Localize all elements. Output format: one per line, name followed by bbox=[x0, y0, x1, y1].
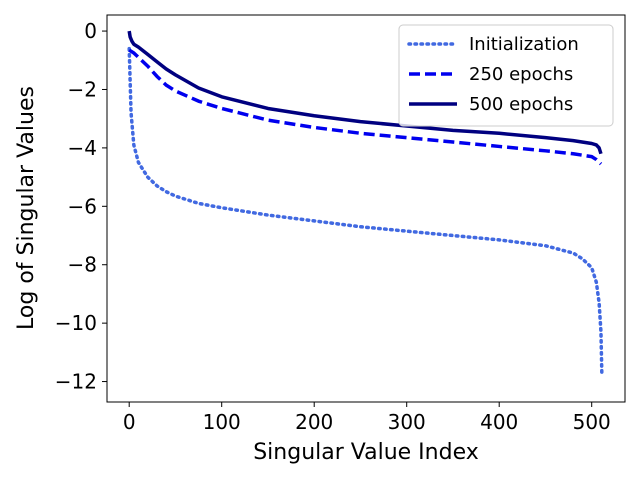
legend-entries: Initialization 250 epochs 500 epochs bbox=[407, 34, 579, 115]
x-axis-ticks: 0 100 200 300 400 500 bbox=[123, 402, 611, 434]
series-line-1 bbox=[128, 48, 603, 166]
y-axis-ticks: 0 −2 −4 −6 −8 −10 −12 bbox=[55, 19, 107, 394]
y-tick-label: −6 bbox=[68, 194, 97, 218]
y-tick-label: −10 bbox=[55, 311, 97, 335]
x-axis-label: Singular Value Index bbox=[253, 440, 479, 465]
y-tick-label: −4 bbox=[68, 136, 97, 160]
legend-label-1: 250 epochs bbox=[469, 64, 573, 85]
y-tick-label: −2 bbox=[68, 77, 97, 101]
y-axis-label: Log of Singular Values bbox=[14, 86, 39, 330]
plot-frame bbox=[106, 14, 626, 403]
plot-lines bbox=[127, 30, 604, 378]
legend-label-2: 500 epochs bbox=[469, 94, 573, 115]
x-tick-label: 400 bbox=[480, 410, 518, 434]
x-tick-label: 500 bbox=[573, 410, 611, 434]
y-tick-label: −12 bbox=[55, 370, 97, 394]
series-line-0 bbox=[127, 46, 604, 378]
legend-label-0: Initialization bbox=[469, 34, 579, 55]
y-tick-label: 0 bbox=[84, 19, 97, 43]
legend-box bbox=[398, 24, 614, 127]
x-tick-label: 0 bbox=[123, 410, 136, 434]
x-tick-label: 200 bbox=[295, 410, 333, 434]
legend: Initialization 250 epochs 500 epochs bbox=[398, 24, 614, 127]
y-tick-label: −8 bbox=[68, 253, 97, 277]
x-tick-label: 300 bbox=[388, 410, 426, 434]
x-tick-label: 100 bbox=[203, 410, 241, 434]
series-line-2 bbox=[127, 30, 603, 155]
